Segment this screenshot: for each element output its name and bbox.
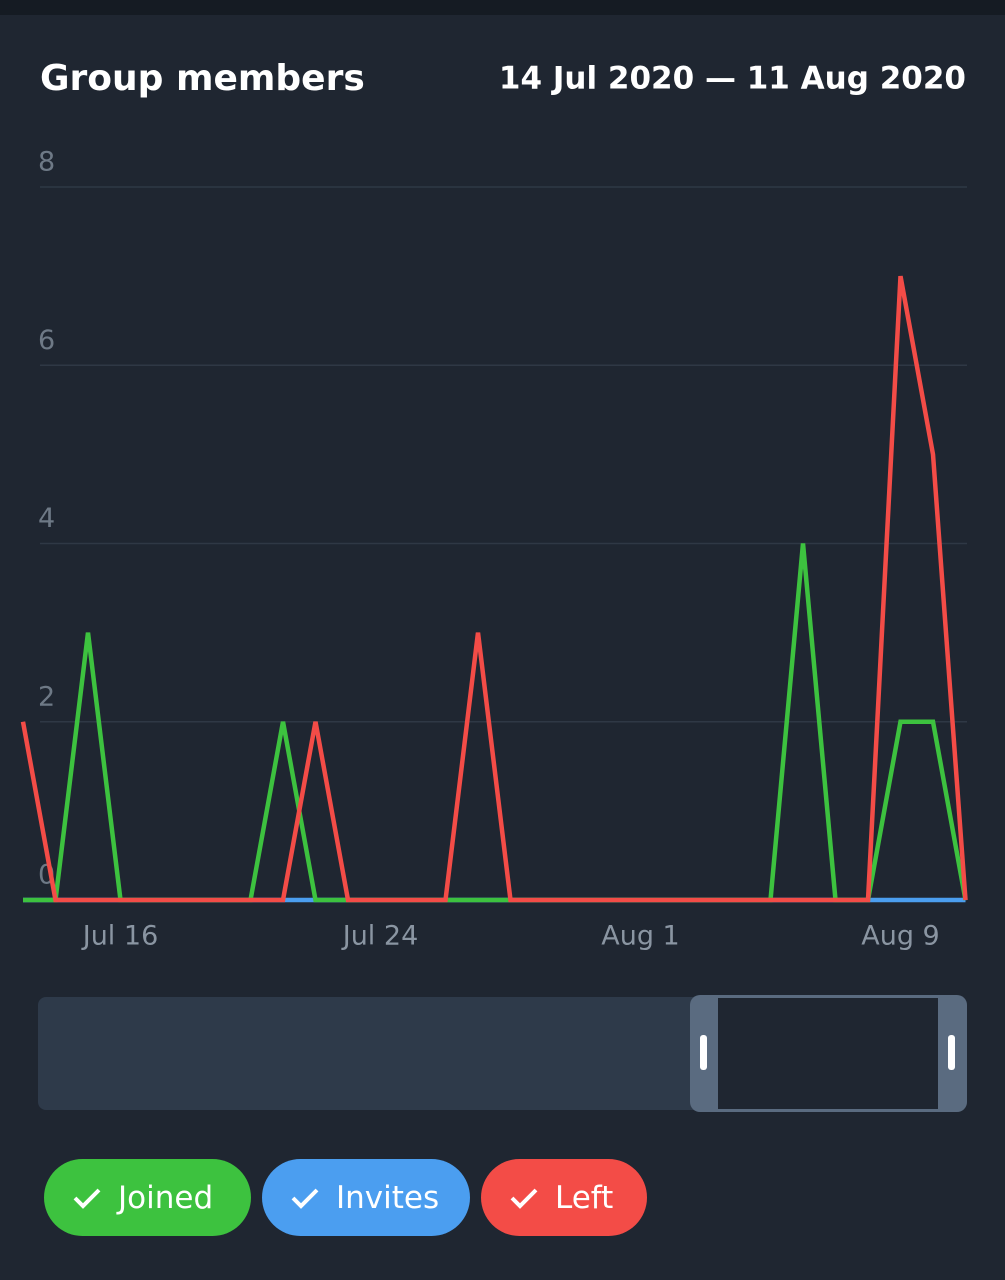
legend-button[interactable]: Invites xyxy=(262,1159,470,1236)
check-path xyxy=(73,1188,101,1209)
legend-label: Joined xyxy=(118,1179,214,1216)
top-bar xyxy=(0,0,1005,15)
check-path xyxy=(291,1188,319,1209)
x-tick-label: Jul 24 xyxy=(341,921,419,952)
date-range: 14 Jul 2020 — 11 Aug 2020 xyxy=(499,61,966,97)
navigator-handle[interactable] xyxy=(700,1035,707,1070)
y-tick-label: 4 xyxy=(38,503,55,534)
legend-label: Left xyxy=(555,1179,614,1216)
chart-title: Group members xyxy=(40,58,365,99)
check-icon xyxy=(510,1188,538,1209)
y-tick-label: 6 xyxy=(38,325,55,356)
legend-button[interactable]: Left xyxy=(481,1159,647,1236)
check-icon xyxy=(291,1188,319,1209)
check-icon xyxy=(73,1188,101,1209)
x-tick-label: Jul 16 xyxy=(81,921,159,952)
check-path xyxy=(510,1188,538,1209)
y-tick-label: 2 xyxy=(38,681,55,712)
x-tick-label: Aug 1 xyxy=(601,921,679,952)
navigator-window-inner xyxy=(718,998,938,1109)
navigator-handle[interactable] xyxy=(948,1035,955,1070)
y-tick-label: 8 xyxy=(38,147,55,178)
legend-button[interactable]: Joined xyxy=(44,1159,251,1236)
legend-label: Invites xyxy=(336,1179,440,1216)
x-tick-label: Aug 9 xyxy=(861,921,939,952)
series-line xyxy=(20,275,968,903)
